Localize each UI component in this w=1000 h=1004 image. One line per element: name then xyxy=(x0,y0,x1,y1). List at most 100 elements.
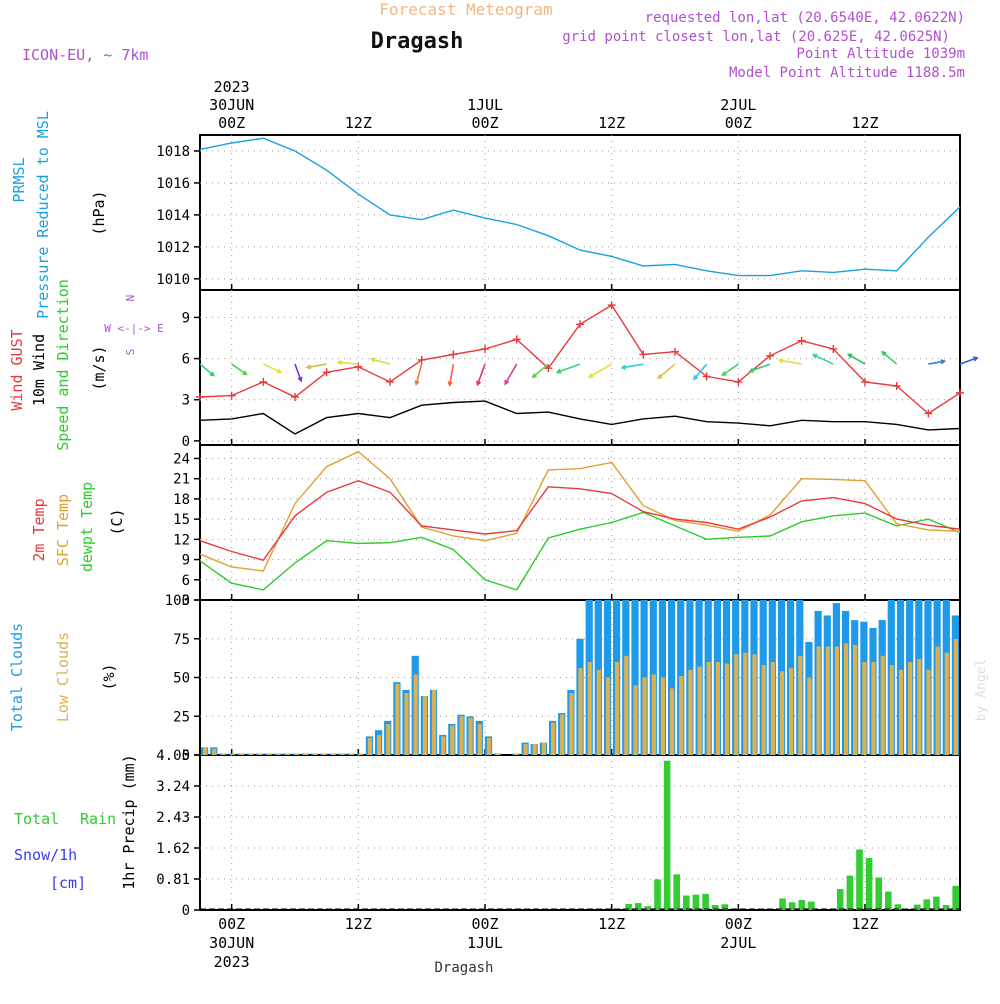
y-tick-label: 100 xyxy=(165,593,190,609)
wind-arrow xyxy=(555,363,581,374)
compass-n: N xyxy=(124,295,137,302)
low-cloud-bar xyxy=(834,646,839,755)
low-cloud-bar xyxy=(239,753,244,755)
gust-marker xyxy=(734,377,743,386)
rain-bar xyxy=(692,894,700,910)
gust-marker xyxy=(956,388,964,397)
low-cloud-bar xyxy=(697,666,702,755)
rain-bar xyxy=(798,900,806,910)
panel-precip-frame xyxy=(199,754,961,911)
low-cloud-bar xyxy=(615,662,620,755)
low-cloud-bar xyxy=(496,753,501,755)
low-cloud-bar xyxy=(267,753,272,755)
pressure-label-2: Pressure Reduced to MSL xyxy=(34,111,52,319)
rain-bar xyxy=(644,906,652,910)
rain-bar xyxy=(846,875,854,910)
low-cloud-bar xyxy=(734,654,739,756)
time-label-top: 00Z xyxy=(218,114,245,132)
low-cloud-bar xyxy=(807,677,812,755)
precip-total-label: Total xyxy=(14,810,59,828)
y-tick-label: 9 xyxy=(182,310,190,326)
y-tick-label: 12 xyxy=(173,532,190,548)
wind-unit: (m/s) xyxy=(90,345,108,390)
time-label-bottom: 00Z xyxy=(218,915,245,933)
low-cloud-bar xyxy=(276,753,281,755)
wind-arrow xyxy=(231,363,248,376)
cloud-unit: (%) xyxy=(100,663,118,690)
time-label-bottom: 00Z xyxy=(725,915,752,933)
wind-arrow xyxy=(369,357,391,365)
low-cloud-bar xyxy=(642,677,647,755)
rain-bar xyxy=(933,896,940,910)
low-cloud-bar xyxy=(706,662,711,755)
y-tick-label: 75 xyxy=(173,632,190,648)
dewpt-label: dewpt Temp xyxy=(78,482,96,572)
wind-arrow xyxy=(692,363,708,381)
watermark: by Angel xyxy=(974,659,989,722)
rain-bar xyxy=(625,903,632,910)
wind-arrow xyxy=(777,358,802,365)
low-cloud-bar xyxy=(340,753,345,755)
low-cloud-bar xyxy=(377,734,382,755)
gust-label: Wind GUST xyxy=(8,329,26,410)
time-label-top: 00Z xyxy=(471,114,498,132)
low-cloud-bar xyxy=(404,693,409,755)
pressure-label-1: PRMSL xyxy=(10,157,28,202)
gust-marker xyxy=(924,409,933,418)
wind-speed-line xyxy=(199,400,961,435)
rain-bar xyxy=(952,885,959,910)
date-label-bottom: 30JUN xyxy=(209,934,254,952)
wind-arrow xyxy=(620,363,644,370)
low-cloud-bar xyxy=(578,668,583,755)
wind-arrow xyxy=(587,363,613,378)
low-cloud-bar xyxy=(679,676,684,755)
temp2m-line xyxy=(199,479,961,562)
product-title: Forecast Meteogram xyxy=(379,0,552,19)
wind-arrow xyxy=(305,363,327,370)
gust-marker xyxy=(481,344,489,353)
low-cloud-bar xyxy=(953,638,958,756)
total-cloud-bar xyxy=(631,600,639,755)
date-label-top: 1JUL xyxy=(467,96,503,114)
location-title: Dragash xyxy=(371,29,464,54)
sfc-temp-line xyxy=(199,450,961,572)
low-cloud-bar xyxy=(688,669,693,756)
low-cloud-bar xyxy=(477,724,482,755)
wind-arrow xyxy=(262,363,283,374)
low-cloud-bar xyxy=(514,753,519,755)
y-tick-label: 3.24 xyxy=(156,779,190,795)
wind-arrow xyxy=(721,363,739,377)
gust-marker xyxy=(322,368,331,377)
rain-bar xyxy=(663,760,671,910)
low-cloud-bar xyxy=(560,714,565,755)
low-cloud-bar xyxy=(624,655,629,755)
time-label-top: 12Z xyxy=(598,114,625,132)
wind-arrow xyxy=(881,350,898,365)
wind-arrow xyxy=(336,359,359,366)
y-tick-label: 0 xyxy=(182,434,190,450)
low-cloud-bar xyxy=(431,689,437,755)
y-tick-label: 0.81 xyxy=(156,872,190,888)
total-cloud-bar xyxy=(668,600,676,755)
low-cloud-bar xyxy=(670,688,675,755)
rain-bar xyxy=(808,901,815,910)
wind-arrow xyxy=(846,353,866,365)
rain-bar xyxy=(702,893,709,910)
low-cloud-bar xyxy=(587,662,592,755)
time-label-top: 00Z xyxy=(725,114,752,132)
year-label-top: 2023 xyxy=(214,78,250,96)
compass-s: S xyxy=(124,349,137,356)
y-tick-label: 6 xyxy=(182,573,190,589)
y-tick-label: 1016 xyxy=(156,176,190,192)
rain-bar xyxy=(885,891,892,910)
low-cloud-bar xyxy=(715,662,720,755)
low-cloud-bar xyxy=(761,665,766,755)
low-cloud-bar xyxy=(844,643,849,755)
low-cloud-bar xyxy=(752,654,757,756)
y-tick-label: 9 xyxy=(182,553,190,569)
precip-cm-label: [cm] xyxy=(50,874,86,892)
wind-arrow xyxy=(294,363,303,383)
low-cloud-bar xyxy=(468,717,473,755)
low-cloud-bar xyxy=(889,665,894,755)
